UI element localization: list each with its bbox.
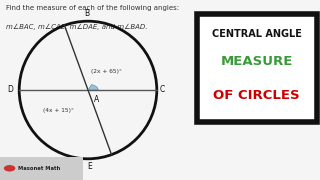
Text: (2x + 65)°: (2x + 65)° [91,69,122,74]
Circle shape [4,165,15,172]
FancyBboxPatch shape [197,14,317,122]
Text: E: E [87,162,92,171]
Text: CENTRAL ANGLE: CENTRAL ANGLE [212,29,302,39]
Text: (4x + 15)°: (4x + 15)° [43,108,74,113]
Text: OF CIRCLES: OF CIRCLES [213,89,300,102]
Text: Find the measure of each of the following angles:: Find the measure of each of the followin… [6,5,180,11]
Text: A: A [94,94,99,103]
Text: B: B [84,9,89,18]
Text: MEASURE: MEASURE [220,55,293,68]
Bar [0,157,83,180]
Text: Masonet Math: Masonet Math [18,166,60,171]
Wedge shape [88,85,98,90]
Text: m∠BAC, m∠CAE, m∠DAE, and m∠BAD.: m∠BAC, m∠CAE, m∠DAE, and m∠BAD. [6,23,148,30]
Text: C: C [160,86,165,94]
Text: D: D [8,86,13,94]
